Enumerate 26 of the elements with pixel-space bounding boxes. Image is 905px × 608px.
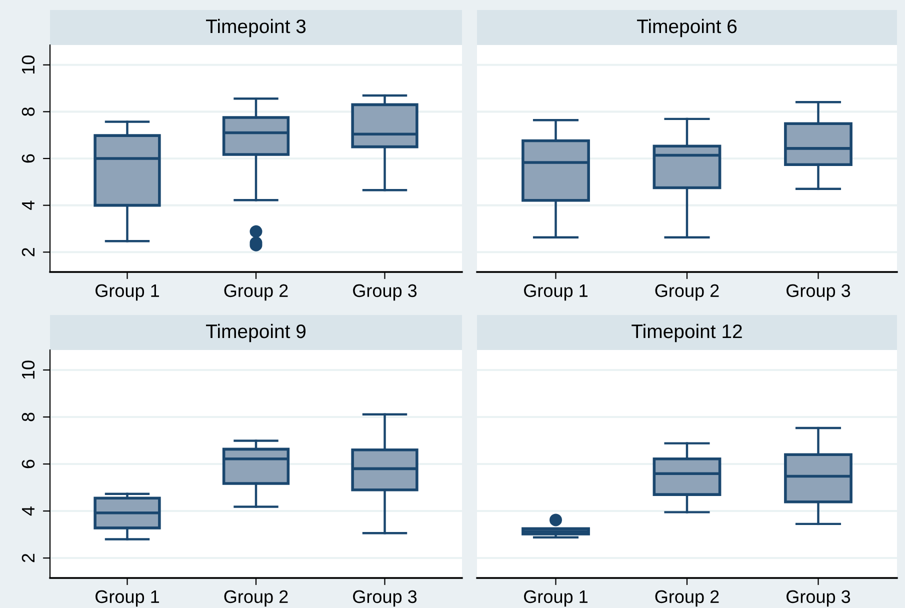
y-tick-label: 4	[22, 506, 34, 516]
y-tick-label: 8	[22, 107, 35, 116]
y-tick-label: 10	[22, 56, 35, 74]
chart-title: Timepoint 6	[637, 18, 737, 38]
x-tick-label: Group 3	[786, 590, 850, 607]
y-tick-label: 4	[22, 200, 34, 210]
x-tick-label: Group 2	[224, 590, 288, 607]
x-tick-label: Group 3	[353, 590, 417, 607]
x-tick-label: Group 3	[786, 284, 850, 301]
x-tick-label: Group 2	[224, 284, 288, 301]
y-tick-label: 2	[22, 554, 34, 562]
x-tick-label: Group 1	[96, 284, 159, 301]
x-tick-label: Group 1	[524, 284, 588, 301]
x-tick-label: Group 2	[655, 590, 719, 607]
x-tick-label: Group 2	[655, 284, 719, 301]
x-tick-label: Group 3	[353, 284, 417, 301]
y-tick-label: 10	[22, 360, 35, 379]
y-tick-label: 6	[22, 460, 35, 468]
chart-title: Timepoint 9	[206, 324, 306, 342]
chart-title: Timepoint 12	[632, 324, 742, 342]
x-tick-label: Group 1	[96, 590, 159, 607]
y-tick-label: 8	[22, 412, 35, 422]
y-tick-label: 2	[22, 248, 34, 256]
x-tick-label: Group 1	[524, 590, 588, 607]
y-tick-label: 6	[22, 154, 35, 163]
chart-title: Timepoint 3	[206, 18, 306, 38]
